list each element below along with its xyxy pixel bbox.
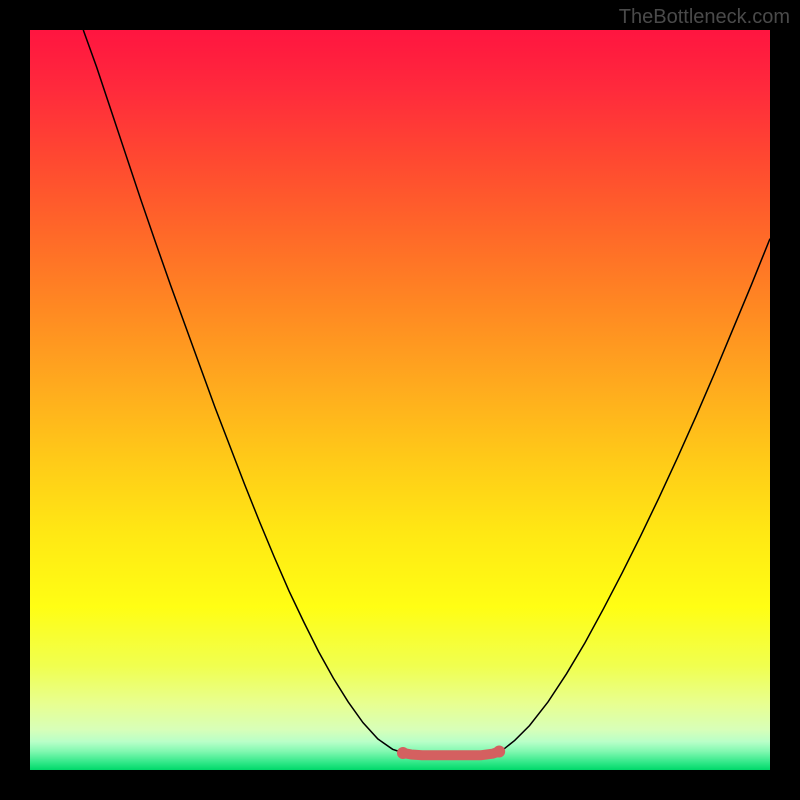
watermark-text: TheBottleneck.com (619, 6, 790, 29)
bottleneck-chart (30, 30, 770, 770)
chart-background (30, 30, 770, 770)
chart-svg (30, 30, 770, 770)
optimal-range-marker (403, 752, 499, 756)
marker-endpoint-dot (493, 746, 505, 758)
marker-endpoint-dot (397, 747, 409, 759)
